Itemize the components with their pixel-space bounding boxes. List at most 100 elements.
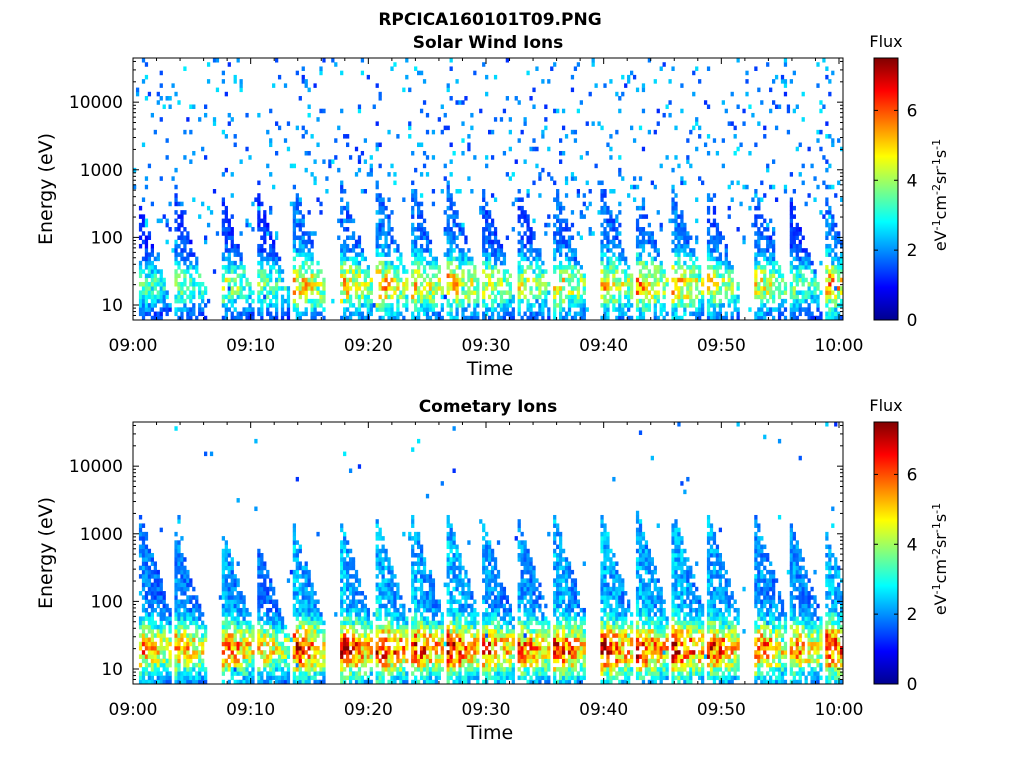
- spectrogram-cell: [313, 637, 317, 643]
- spectrogram-cell: [174, 603, 178, 609]
- spectrogram-cell: [272, 252, 276, 257]
- spectrogram-cell: [783, 307, 788, 312]
- spectrogram-cell: [292, 578, 297, 583]
- spectrogram-cell: [156, 675, 160, 681]
- spectrogram-cell: [260, 248, 264, 253]
- spectrogram-cell: [606, 307, 610, 312]
- spectrogram-cell: [183, 633, 187, 638]
- spectrogram-cell: [411, 294, 415, 300]
- spectrogram-cell: [692, 91, 696, 97]
- spectrogram-cell: [520, 205, 524, 211]
- spectrogram-cell: [366, 286, 370, 291]
- spectrogram-cell: [553, 294, 557, 300]
- spectrogram-cell: [553, 197, 557, 202]
- spectrogram-cell: [159, 624, 163, 630]
- spectrogram-cell: [346, 578, 350, 583]
- spectrogram-cell: [230, 641, 234, 647]
- spectrogram-cell: [414, 286, 418, 291]
- spectrogram-cell: [343, 227, 347, 232]
- spectrogram-cell: [198, 667, 202, 672]
- spectrogram-cell: [792, 303, 796, 308]
- spectrogram-cell: [230, 214, 234, 219]
- spectrogram-cell: [201, 298, 205, 304]
- spectrogram-cell: [470, 125, 474, 131]
- spectrogram-cell: [310, 307, 314, 312]
- spectrogram-cell: [204, 667, 208, 672]
- spectrogram-cell: [774, 125, 779, 131]
- spectrogram-cell: [171, 83, 175, 88]
- spectrogram-cell: [162, 654, 166, 659]
- x-tick-label: 09:50: [697, 336, 746, 356]
- spectrogram-cell: [476, 281, 480, 287]
- spectrogram-cell: [825, 74, 829, 80]
- spectrogram-cell: [189, 595, 193, 600]
- spectrogram-cell: [354, 269, 359, 274]
- spectrogram-cell: [715, 303, 720, 308]
- spectrogram-cell: [807, 281, 811, 287]
- spectrogram-cell: [712, 311, 717, 317]
- spectrogram-cell: [422, 307, 427, 312]
- spectrogram-cell: [789, 265, 794, 270]
- spectrogram-cell: [455, 79, 459, 84]
- spectrogram-cell: [653, 294, 657, 300]
- spectrogram-cell: [340, 218, 344, 224]
- spectrogram-cell: [706, 252, 711, 257]
- spectrogram-cell: [561, 243, 566, 249]
- spectrogram-cell: [615, 307, 619, 312]
- spectrogram-cell: [535, 281, 539, 287]
- spectrogram-cell: [730, 311, 734, 317]
- spectrogram-cell: [221, 637, 226, 643]
- spectrogram-cell: [236, 58, 240, 63]
- spectrogram-cell: [144, 553, 149, 558]
- spectrogram-cell: [221, 667, 226, 672]
- spectrogram-cell: [706, 277, 711, 283]
- spectrogram-cell: [266, 303, 270, 308]
- spectrogram-cell: [757, 252, 761, 257]
- spectrogram-cell: [201, 675, 205, 681]
- spectrogram-cell: [428, 307, 433, 312]
- spectrogram-cell: [227, 582, 231, 588]
- spectrogram-cell: [630, 315, 634, 320]
- spectrogram-cell: [772, 227, 776, 232]
- spectrogram-cell: [609, 222, 613, 228]
- spectrogram-cell: [245, 612, 249, 617]
- spectrogram-cell: [251, 679, 255, 684]
- spectrogram-cell: [446, 303, 450, 308]
- spectrogram-cell: [357, 252, 362, 257]
- spectrogram-cell: [224, 303, 228, 308]
- spectrogram-cell: [485, 281, 489, 287]
- spectrogram-cell: [156, 298, 160, 304]
- spectrogram-cell: [242, 595, 246, 600]
- spectrogram-cell: [712, 235, 717, 241]
- spectrogram-cell: [150, 586, 155, 592]
- spectrogram-cell: [138, 222, 143, 228]
- spectrogram-cell: [556, 290, 560, 295]
- spectrogram-cell: [825, 269, 829, 274]
- spectrogram-cell: [709, 298, 714, 304]
- spectrogram-cell: [295, 553, 299, 558]
- spectrogram-cell: [709, 265, 714, 270]
- spectrogram-cell: [251, 662, 255, 668]
- spectrogram-cell: [520, 235, 524, 241]
- spectrogram-cell: [733, 150, 737, 156]
- spectrogram-cell: [138, 591, 143, 596]
- spectrogram-cell: [674, 294, 678, 300]
- spectrogram-cell: [819, 100, 823, 105]
- spectrogram-cell: [425, 231, 430, 236]
- spectrogram-cell: [712, 315, 717, 320]
- spectrogram-cell: [511, 201, 515, 207]
- spectrogram-cell: [813, 290, 817, 295]
- spectrogram-cell: [695, 197, 699, 202]
- spectrogram-cell: [236, 290, 240, 295]
- spectrogram-cell: [263, 239, 267, 245]
- spectrogram-cell: [147, 273, 152, 279]
- spectrogram-cell: [650, 235, 654, 241]
- spectrogram-cell: [837, 269, 841, 274]
- spectrogram-cell: [168, 607, 172, 613]
- spectrogram-cell: [414, 303, 418, 308]
- spectrogram-cell: [292, 569, 297, 575]
- spectrogram-cell: [618, 243, 622, 249]
- spectrogram-cell: [786, 129, 791, 135]
- spectrogram-cell: [757, 235, 761, 241]
- spectrogram-cell: [671, 248, 675, 253]
